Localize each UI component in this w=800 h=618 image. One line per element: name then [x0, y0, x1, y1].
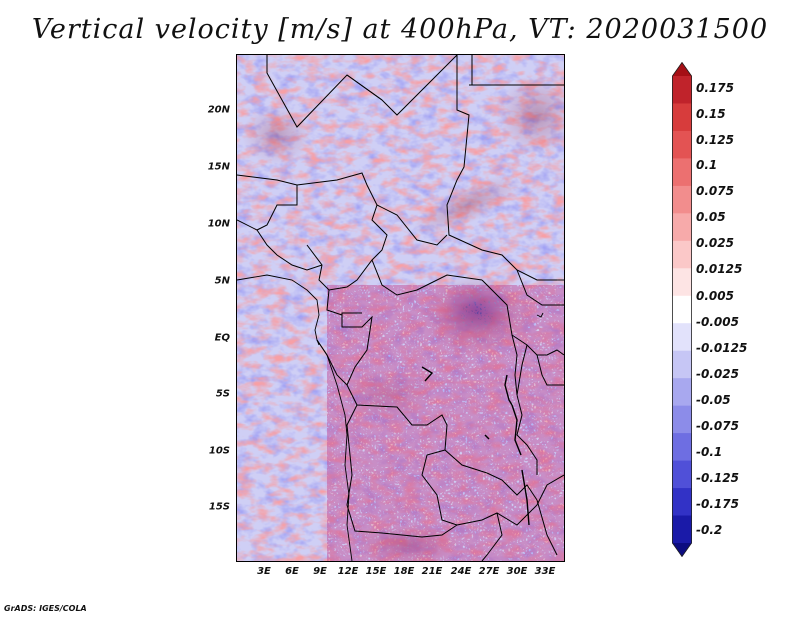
colorbar-segment: [672, 350, 692, 379]
colorbar-segment: [672, 240, 692, 269]
chart-title: Vertical velocity [m/s] at 400hPa, VT: 2…: [31, 14, 769, 45]
lon-tick-label: 6E: [285, 566, 299, 577]
lat-tick-label: 15S: [208, 501, 230, 513]
colorbar-segment: [672, 185, 692, 214]
lon-tick-label: 21E: [421, 566, 443, 577]
colorbar-label: -0.005: [696, 315, 739, 329]
ascent-ne: [497, 75, 564, 155]
colorbar-segment: [672, 213, 692, 242]
colorbar-segment: [672, 62, 692, 76]
colorbar-segment: [672, 460, 692, 489]
colorbar-label: 0.025: [696, 236, 734, 250]
colorbar-segment: [672, 405, 692, 434]
colorbar-segment: [672, 515, 692, 544]
colorbar-segment: [672, 543, 692, 557]
colorbar-segment: [672, 103, 692, 132]
lon-tick-label: 3E: [257, 566, 271, 577]
colorbar-label: -0.1: [696, 445, 723, 459]
colorbar-segment: [672, 323, 692, 352]
colorbar-label: -0.075: [696, 419, 739, 433]
colorbar-label: 0.175: [696, 81, 734, 95]
lat-tick-label: EQ: [214, 332, 230, 344]
colorbar-label: 0.005: [696, 289, 734, 303]
colorbar-outline: [672, 62, 692, 557]
colorbar-segment: [672, 158, 692, 187]
colorbar-label: 0.075: [696, 184, 734, 198]
lat-tick-label: 10N: [207, 218, 230, 230]
colorbar-segment: [672, 295, 692, 324]
colorbar-label: 0.15: [696, 107, 726, 121]
lat-tick-label: 5S: [215, 388, 230, 400]
colorbar-label: 0.05: [696, 210, 726, 224]
colorbar-label: -0.05: [696, 393, 731, 407]
colorbar-label: -0.2: [696, 523, 723, 537]
colorbar-label: -0.125: [696, 471, 739, 485]
colorbar-segment: [672, 130, 692, 159]
colorbar-label: -0.175: [696, 497, 739, 511]
map-panel: [236, 54, 565, 562]
lon-tick-label: 33E: [534, 566, 556, 577]
colorbar-segment: [672, 433, 692, 462]
lon-tick-label: 18E: [393, 566, 415, 577]
ascent-band: [412, 174, 522, 236]
colorbar-label: 0.125: [696, 133, 734, 147]
vertical-velocity-field: [237, 55, 564, 561]
lon-tick-label: 15E: [365, 566, 387, 577]
colorbar-segment: [672, 488, 692, 517]
lat-tick-label: 20N: [207, 104, 230, 116]
lat-tick-label: 15N: [207, 161, 230, 173]
ascent-nw: [242, 105, 312, 165]
lon-tick-label: 12E: [337, 566, 359, 577]
colorbar-label: 0.0125: [696, 262, 743, 276]
colorbar-label: 0.1: [696, 158, 718, 172]
colorbar-label: -0.025: [696, 367, 739, 381]
colorbar: [672, 62, 692, 557]
lon-tick-label: 24E: [450, 566, 472, 577]
grads-credit: GrADS: IGES/COLA: [4, 604, 87, 613]
colorbar-segment: [672, 76, 692, 104]
colorbar-label: -0.0125: [696, 341, 748, 355]
lon-tick-label: 9E: [313, 566, 327, 577]
lat-tick-label: 10S: [208, 445, 230, 457]
colorbar-segment: [672, 378, 692, 407]
lon-tick-label: 30E: [506, 566, 528, 577]
country-borders: [237, 55, 564, 561]
lon-tick-label: 27E: [478, 566, 500, 577]
colorbar-segment: [672, 268, 692, 297]
coastline: [237, 274, 564, 561]
lat-tick-label: 5N: [214, 275, 230, 287]
